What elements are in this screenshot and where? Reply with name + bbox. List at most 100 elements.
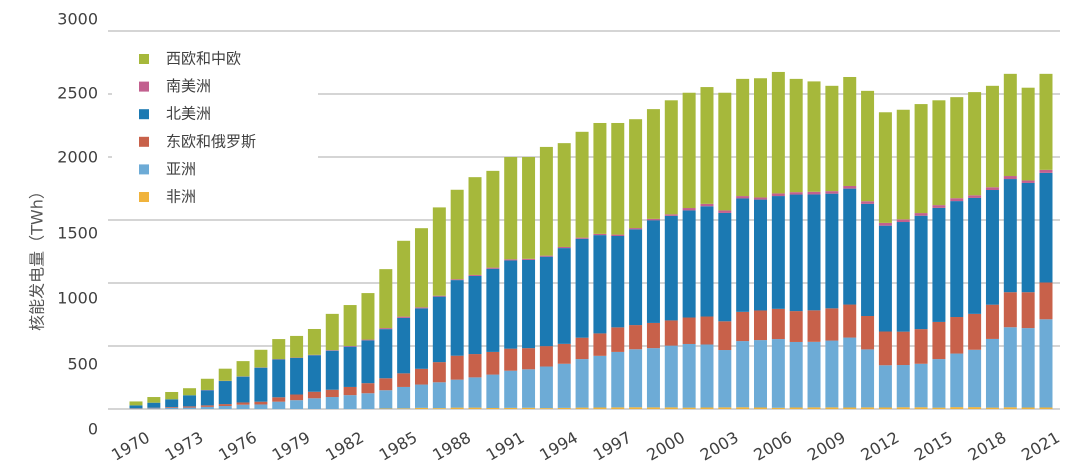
bar-1978-series-3	[272, 397, 286, 402]
bar-1998-series-2	[629, 229, 643, 326]
bar-2015-series-4	[932, 359, 946, 408]
bar-1977-series-4	[254, 404, 268, 409]
bar-2007-series-4	[789, 341, 803, 408]
bar-1990-series-4	[486, 374, 500, 408]
bar-1998-series-4	[629, 349, 643, 408]
bar-2010-series-1	[843, 185, 857, 189]
bar-1989-series-3	[468, 354, 482, 378]
bar-1992-series-5	[522, 407, 536, 409]
bar-2002-series-4	[700, 344, 714, 408]
legend-item: 西欧和中欧	[139, 50, 241, 68]
bar-1992-series-3	[522, 348, 536, 370]
bar-1993-series-5	[539, 408, 553, 409]
bar-2007-series-0	[789, 78, 803, 193]
bar-2020-series-3	[1021, 292, 1035, 329]
bar-2015-series-0	[932, 100, 946, 206]
bar-1997-series-3	[611, 327, 625, 352]
bar-1985-series-3	[397, 373, 411, 387]
bar-1998-series-5	[629, 407, 643, 409]
bar-2005-series-3	[754, 310, 767, 341]
bar-2018-series-0	[985, 85, 999, 188]
bar-1987-series-4	[432, 382, 446, 409]
bar-2011-series-4	[861, 349, 875, 408]
bar-2019-series-4	[1003, 327, 1017, 408]
bar-1989-series-0	[468, 177, 482, 275]
bar-2003-series-1	[718, 210, 732, 213]
bar-1991-series-2	[504, 260, 518, 349]
bar-1973-series-0	[183, 388, 197, 396]
legend-label: 北美洲	[166, 105, 211, 123]
legend-item: 亚洲	[139, 160, 196, 178]
bar-2009-series-0	[825, 85, 839, 192]
bar-1975-series-4	[218, 405, 232, 409]
bar-2012-series-0	[878, 112, 892, 223]
bar-2008-series-5	[807, 407, 821, 409]
bar-2005-series-4	[754, 340, 767, 408]
bar-2004-series-1	[736, 196, 750, 199]
bar-1997-series-4	[611, 351, 625, 408]
bar-2020-series-5	[1021, 407, 1035, 409]
legend-item: 南美洲	[139, 77, 211, 95]
bar-1986-series-3	[414, 368, 428, 385]
bar-2006-series-2	[771, 196, 785, 309]
bar-1974-series-3	[200, 405, 214, 407]
bar-1972-series-2	[165, 399, 179, 408]
bar-2012-series-2	[878, 225, 892, 332]
bar-2002-series-0	[700, 87, 714, 204]
bar-1980-series-0	[307, 328, 321, 355]
bar-1990-series-1	[486, 267, 500, 269]
bar-1996-series-3	[593, 333, 607, 356]
bar-1986-series-4	[414, 384, 428, 408]
bar-1976-series-0	[236, 361, 250, 377]
bar-1990-series-0	[486, 170, 500, 268]
bar-2003-series-0	[718, 92, 732, 211]
bar-2000-series-0	[664, 100, 678, 215]
bar-2008-series-4	[807, 341, 821, 408]
bar-1990-series-2	[486, 268, 500, 352]
bar-1993-series-0	[539, 146, 553, 256]
bar-1977-series-3	[254, 401, 268, 405]
bar-2014-series-3	[914, 329, 928, 364]
legend-item: 东欧和俄罗斯	[139, 132, 256, 150]
bar-2009-series-1	[825, 191, 839, 194]
legend-swatch	[139, 54, 149, 64]
bar-1983-series-1	[361, 339, 375, 341]
bar-1999-series-0	[646, 109, 660, 219]
bar-2008-series-3	[807, 310, 821, 342]
bar-1999-series-4	[646, 348, 660, 408]
bar-1998-series-3	[629, 325, 643, 350]
bar-1978-series-4	[272, 401, 286, 409]
bar-2009-series-5	[825, 407, 839, 409]
legend-background	[112, 38, 318, 212]
bar-2010-series-2	[843, 188, 857, 305]
bar-1985-series-4	[397, 386, 411, 409]
bar-1972-series-0	[165, 391, 179, 400]
bar-1996-series-4	[593, 355, 607, 408]
bar-2003-series-2	[718, 212, 732, 322]
bar-1984-series-2	[379, 329, 393, 379]
bar-2021-series-2	[1039, 172, 1053, 283]
bar-1973-series-2	[183, 395, 197, 407]
bar-2006-series-3	[771, 308, 785, 340]
bar-2012-series-4	[878, 365, 892, 408]
bar-2014-series-2	[914, 215, 928, 330]
bar-1985-series-5	[397, 408, 411, 409]
bar-2021-series-1	[1039, 169, 1053, 173]
bar-1990-series-3	[486, 351, 500, 375]
bar-2000-series-5	[664, 407, 678, 409]
bar-1999-series-3	[646, 322, 660, 349]
bar-1994-series-5	[557, 407, 571, 409]
bar-1977-series-2	[254, 367, 268, 402]
bar-2017-series-1	[968, 195, 982, 198]
bar-2013-series-2	[896, 222, 910, 332]
bar-1988-series-1	[450, 279, 464, 281]
bar-2006-series-5	[771, 407, 785, 409]
bar-1976-series-4	[236, 404, 250, 409]
bar-2004-series-3	[736, 311, 750, 342]
legend-label: 亚洲	[166, 160, 196, 178]
bar-1982-series-3	[343, 386, 357, 396]
bar-1979-series-0	[290, 335, 304, 358]
bar-2011-series-1	[861, 201, 875, 204]
bar-2021-series-5	[1039, 407, 1053, 409]
